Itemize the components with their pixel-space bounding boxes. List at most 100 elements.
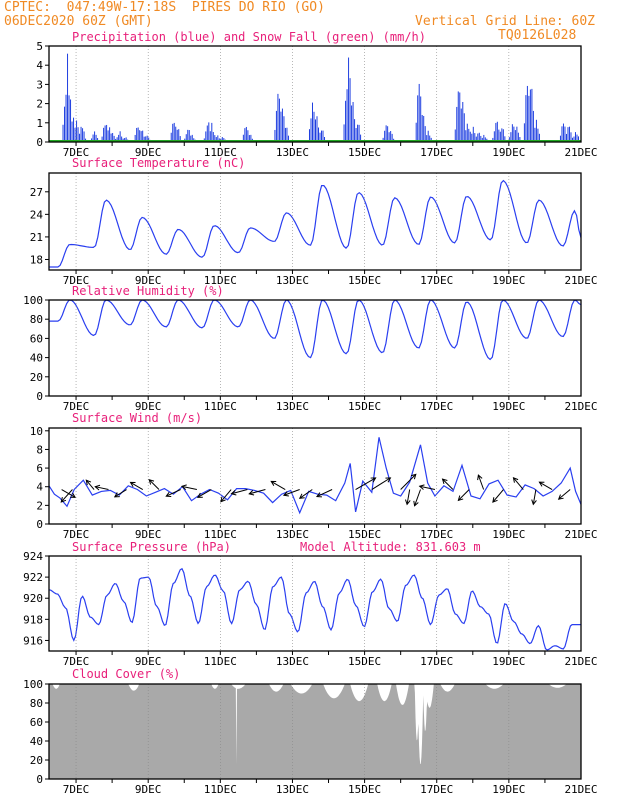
precip-bar — [502, 129, 504, 142]
wind-arrow — [477, 474, 485, 490]
model-id: TQ0126L028 — [498, 28, 577, 43]
precip-bar — [571, 137, 573, 142]
wind-arrow — [371, 477, 391, 490]
wind-speed-line — [49, 437, 581, 515]
x-tick-label: 17DEC — [420, 400, 453, 413]
precip-bar — [125, 137, 127, 142]
precip-bar — [517, 132, 519, 142]
precip-bar — [526, 85, 528, 142]
precip-bar — [357, 124, 359, 142]
precip-bar — [475, 136, 477, 142]
wind-arrow — [458, 489, 470, 501]
precip-bar — [417, 95, 419, 142]
y-tick-label: 20 — [30, 754, 43, 767]
station-info: CPTEC: 047:49W-17:18S PIRES DO RIO (GO) — [4, 0, 325, 15]
wind-arrow-head — [410, 473, 417, 480]
precip-bar — [496, 121, 498, 142]
x-tick-label: 7DEC — [63, 783, 90, 796]
precip-bar — [532, 110, 534, 142]
x-tick-label: 17DEC — [420, 783, 453, 796]
precip-bar — [462, 101, 464, 142]
precip-bar — [103, 127, 105, 142]
precip-bar — [511, 124, 513, 142]
x-tick-label: 21DEC — [564, 400, 597, 413]
wind-arrow — [148, 479, 160, 490]
y-tick-label: 0 — [36, 136, 43, 149]
wind-arrow-head — [457, 495, 464, 502]
wind-arrow-head — [441, 478, 448, 485]
precip-frame — [48, 45, 582, 143]
precip-bar — [101, 136, 103, 142]
precip-bar — [523, 123, 525, 142]
precip-bar — [345, 100, 347, 142]
precip-bar — [76, 120, 78, 142]
precip-bar — [385, 125, 387, 142]
precip-bar — [71, 121, 73, 142]
wind-arrow-head — [370, 477, 377, 483]
y-tick-label: 27 — [30, 186, 43, 199]
y-tick-label: 21 — [30, 231, 43, 244]
wind-arrow-head — [557, 494, 564, 500]
precip-bar — [83, 131, 85, 142]
precip-bar — [92, 134, 94, 142]
wind-arrow-head — [230, 489, 237, 496]
precip-bar — [68, 95, 70, 142]
y-tick-label: 8 — [36, 443, 43, 456]
precip-bar — [70, 99, 72, 142]
wind-arrow — [513, 477, 524, 490]
wind-arrow-head — [385, 477, 392, 483]
y-tick-label: 60 — [30, 716, 43, 729]
y-tick-label: 4 — [36, 59, 43, 72]
wind-arrow-head — [180, 484, 187, 490]
wind-plot-area — [49, 437, 581, 515]
precip-bar — [275, 110, 277, 142]
x-tick-label: 15DEC — [348, 528, 381, 541]
x-tick-label: 15DEC — [348, 400, 381, 413]
temp-panel: 7DEC 9DEC 11DEC 13DEC 15DEC 17DEC 19DEC 21DEC 18… — [30, 172, 598, 287]
y-tick-label: 4 — [36, 481, 43, 494]
y-tick-label: 40 — [30, 352, 43, 365]
wind-arrow-head — [298, 493, 305, 499]
rh-plot-area — [49, 300, 581, 361]
precip-bar — [510, 132, 512, 142]
precip-bar — [116, 137, 118, 142]
y-tick-label: 920 — [23, 592, 43, 605]
precip-bar — [74, 127, 76, 142]
precip-bar — [278, 98, 280, 142]
x-tick-label: 17DEC — [420, 655, 453, 668]
x-tick-label: 13DEC — [276, 400, 309, 413]
x-tick-label: 7DEC — [63, 274, 90, 287]
precip-bar — [136, 127, 138, 142]
wind-arrow — [414, 489, 421, 506]
precip-bar — [424, 126, 426, 142]
precip-bar — [277, 93, 279, 142]
wind-arrow — [220, 489, 232, 503]
precip-bar — [316, 116, 318, 142]
precip-bar — [529, 89, 531, 142]
wind-arrow — [539, 481, 553, 490]
precip-bar — [187, 129, 189, 142]
wind-arrow — [95, 486, 109, 491]
precip-bar — [498, 129, 500, 142]
pressure-line — [49, 567, 581, 651]
precip-bar — [322, 130, 324, 142]
precip-bar — [173, 122, 175, 142]
precip-bar — [244, 128, 246, 142]
precip-bar — [501, 128, 503, 142]
wind-arrow — [419, 485, 436, 491]
y-tick-label: 60 — [30, 332, 43, 345]
x-tick-label: 17DEC — [420, 528, 453, 541]
precip-bar — [67, 53, 69, 142]
temp-plot-area — [49, 179, 581, 268]
precip-bar — [145, 136, 147, 142]
wind-arrow-head — [248, 490, 255, 496]
wind-arrow — [558, 489, 571, 500]
y-tick-label: 2 — [36, 499, 43, 512]
wind-arrow — [283, 489, 300, 496]
y-tick-label: 10 — [30, 425, 43, 438]
wind-arrow — [197, 489, 212, 498]
precip-bar — [423, 115, 425, 142]
wind-arrow — [60, 489, 73, 503]
precip-bar — [215, 137, 217, 142]
precip-bar — [245, 126, 247, 142]
